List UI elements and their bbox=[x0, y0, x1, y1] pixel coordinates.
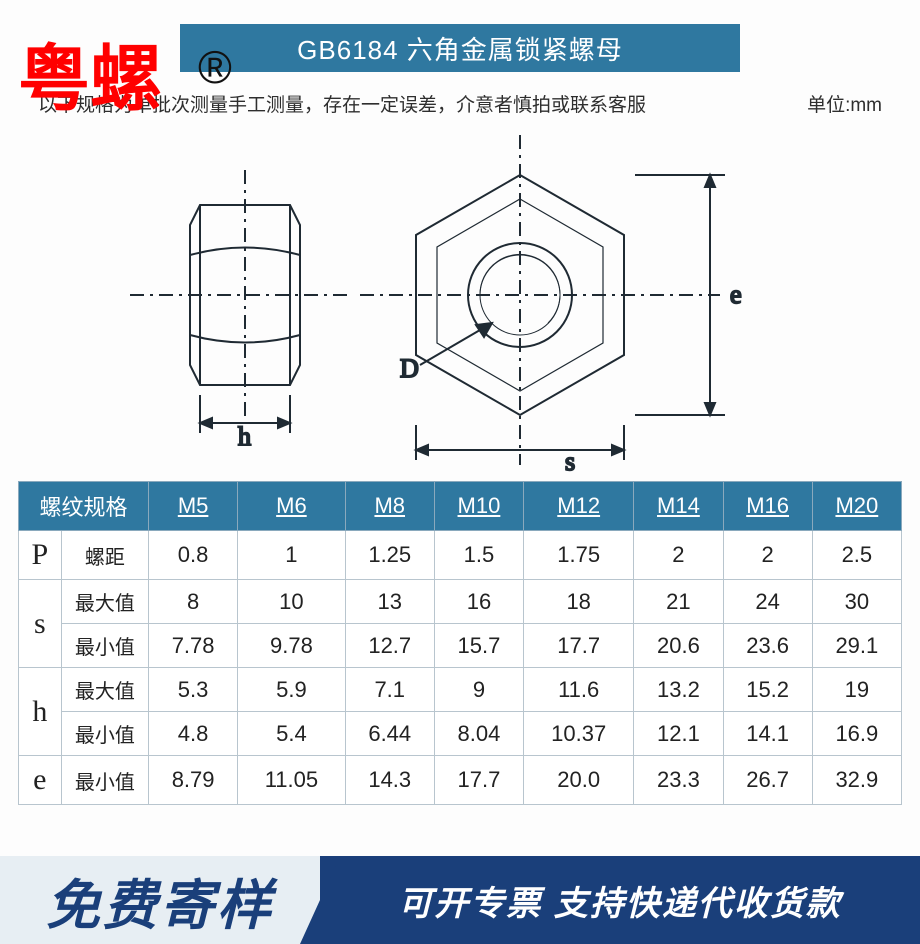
size-col: M8 bbox=[345, 482, 434, 531]
unit-text: 单位:mm bbox=[807, 90, 882, 117]
technical-diagram: h D s e bbox=[0, 125, 920, 475]
table-cell: 1.25 bbox=[345, 531, 434, 580]
table-cell: 12.7 bbox=[345, 624, 434, 668]
row-symbol: P bbox=[19, 531, 62, 580]
table-cell: 14.3 bbox=[345, 756, 434, 805]
table-cell: 8.79 bbox=[149, 756, 238, 805]
table-cell: 9.78 bbox=[238, 624, 345, 668]
table-cell: 2 bbox=[723, 531, 812, 580]
table-row: s最大值810131618212430 bbox=[19, 580, 902, 624]
size-col: M16 bbox=[723, 482, 812, 531]
table-cell: 8.04 bbox=[434, 712, 523, 756]
table-cell: 23.6 bbox=[723, 624, 812, 668]
table-cell: 30 bbox=[812, 580, 901, 624]
table-cell: 4.8 bbox=[149, 712, 238, 756]
table-cell: 24 bbox=[723, 580, 812, 624]
table-row: h最大值5.35.97.1911.613.215.219 bbox=[19, 668, 902, 712]
table-cell: 26.7 bbox=[723, 756, 812, 805]
table-cell: 5.3 bbox=[149, 668, 238, 712]
table-cell: 1.5 bbox=[434, 531, 523, 580]
table-cell: 23.3 bbox=[634, 756, 723, 805]
table-cell: 32.9 bbox=[812, 756, 901, 805]
row-symbol: h bbox=[19, 668, 62, 756]
row-label: 最大值 bbox=[61, 668, 148, 712]
title-text: GB6184 六角金属锁紧螺母 bbox=[297, 30, 623, 67]
table-cell: 15.2 bbox=[723, 668, 812, 712]
table-cell: 11.6 bbox=[524, 668, 634, 712]
label-s: s bbox=[565, 447, 575, 475]
table-cell: 29.1 bbox=[812, 624, 901, 668]
size-col: M20 bbox=[812, 482, 901, 531]
size-col: M5 bbox=[149, 482, 238, 531]
row-spec-header: 螺纹规格 bbox=[19, 482, 149, 531]
table-cell: 15.7 bbox=[434, 624, 523, 668]
label-D: D bbox=[400, 354, 419, 383]
table-cell: 12.1 bbox=[634, 712, 723, 756]
table-cell: 6.44 bbox=[345, 712, 434, 756]
table-cell: 10 bbox=[238, 580, 345, 624]
table-cell: 18 bbox=[524, 580, 634, 624]
brand-logo: 粤螺 ® bbox=[18, 44, 162, 116]
row-symbol: s bbox=[19, 580, 62, 668]
row-label: 最小值 bbox=[61, 712, 148, 756]
table-cell: 2.5 bbox=[812, 531, 901, 580]
table-cell: 20.6 bbox=[634, 624, 723, 668]
table-cell: 7.78 bbox=[149, 624, 238, 668]
table-cell: 13.2 bbox=[634, 668, 723, 712]
registered-icon: ® bbox=[198, 44, 232, 90]
size-col: M10 bbox=[434, 482, 523, 531]
row-label: 最小值 bbox=[61, 756, 148, 805]
banner-right: 可开专票 支持快递代收货款 bbox=[320, 856, 920, 944]
table-cell: 10.37 bbox=[524, 712, 634, 756]
table-cell: 16 bbox=[434, 580, 523, 624]
table-cell: 20.0 bbox=[524, 756, 634, 805]
label-e: e bbox=[730, 280, 742, 309]
table-row: 最小值7.789.7812.715.717.720.623.629.1 bbox=[19, 624, 902, 668]
table-row: e最小值8.7911.0514.317.720.023.326.732.9 bbox=[19, 756, 902, 805]
table-cell: 11.05 bbox=[238, 756, 345, 805]
row-label: 螺距 bbox=[61, 531, 148, 580]
table-cell: 5.4 bbox=[238, 712, 345, 756]
table-cell: 5.9 bbox=[238, 668, 345, 712]
table-header-row: 螺纹规格 M5 M6 M8 M10 M12 M14 M16 M20 bbox=[19, 482, 902, 531]
size-col: M6 bbox=[238, 482, 345, 531]
table-cell: 7.1 bbox=[345, 668, 434, 712]
table-cell: 1.75 bbox=[524, 531, 634, 580]
table-cell: 14.1 bbox=[723, 712, 812, 756]
table-cell: 8 bbox=[149, 580, 238, 624]
label-h: h bbox=[238, 422, 251, 451]
table-row: P螺距0.811.251.51.75222.5 bbox=[19, 531, 902, 580]
table-cell: 13 bbox=[345, 580, 434, 624]
table-cell: 9 bbox=[434, 668, 523, 712]
table-cell: 19 bbox=[812, 668, 901, 712]
table-cell: 17.7 bbox=[524, 624, 634, 668]
table-cell: 21 bbox=[634, 580, 723, 624]
table-cell: 1 bbox=[238, 531, 345, 580]
size-col: M14 bbox=[634, 482, 723, 531]
size-col: M12 bbox=[524, 482, 634, 531]
banner-left: 免费寄样 bbox=[0, 856, 320, 944]
title-bar: GB6184 六角金属锁紧螺母 bbox=[180, 24, 740, 72]
row-label: 最大值 bbox=[61, 580, 148, 624]
table-cell: 17.7 bbox=[434, 756, 523, 805]
table-cell: 16.9 bbox=[812, 712, 901, 756]
bottom-banner: 免费寄样 可开专票 支持快递代收货款 bbox=[0, 856, 920, 944]
table-cell: 2 bbox=[634, 531, 723, 580]
row-label: 最小值 bbox=[61, 624, 148, 668]
row-symbol: e bbox=[19, 756, 62, 805]
brand-text: 粤螺 bbox=[18, 40, 162, 120]
table-cell: 0.8 bbox=[149, 531, 238, 580]
table-row: 最小值4.85.46.448.0410.3712.114.116.9 bbox=[19, 712, 902, 756]
spec-table: 螺纹规格 M5 M6 M8 M10 M12 M14 M16 M20 P螺距0.8… bbox=[18, 481, 902, 805]
